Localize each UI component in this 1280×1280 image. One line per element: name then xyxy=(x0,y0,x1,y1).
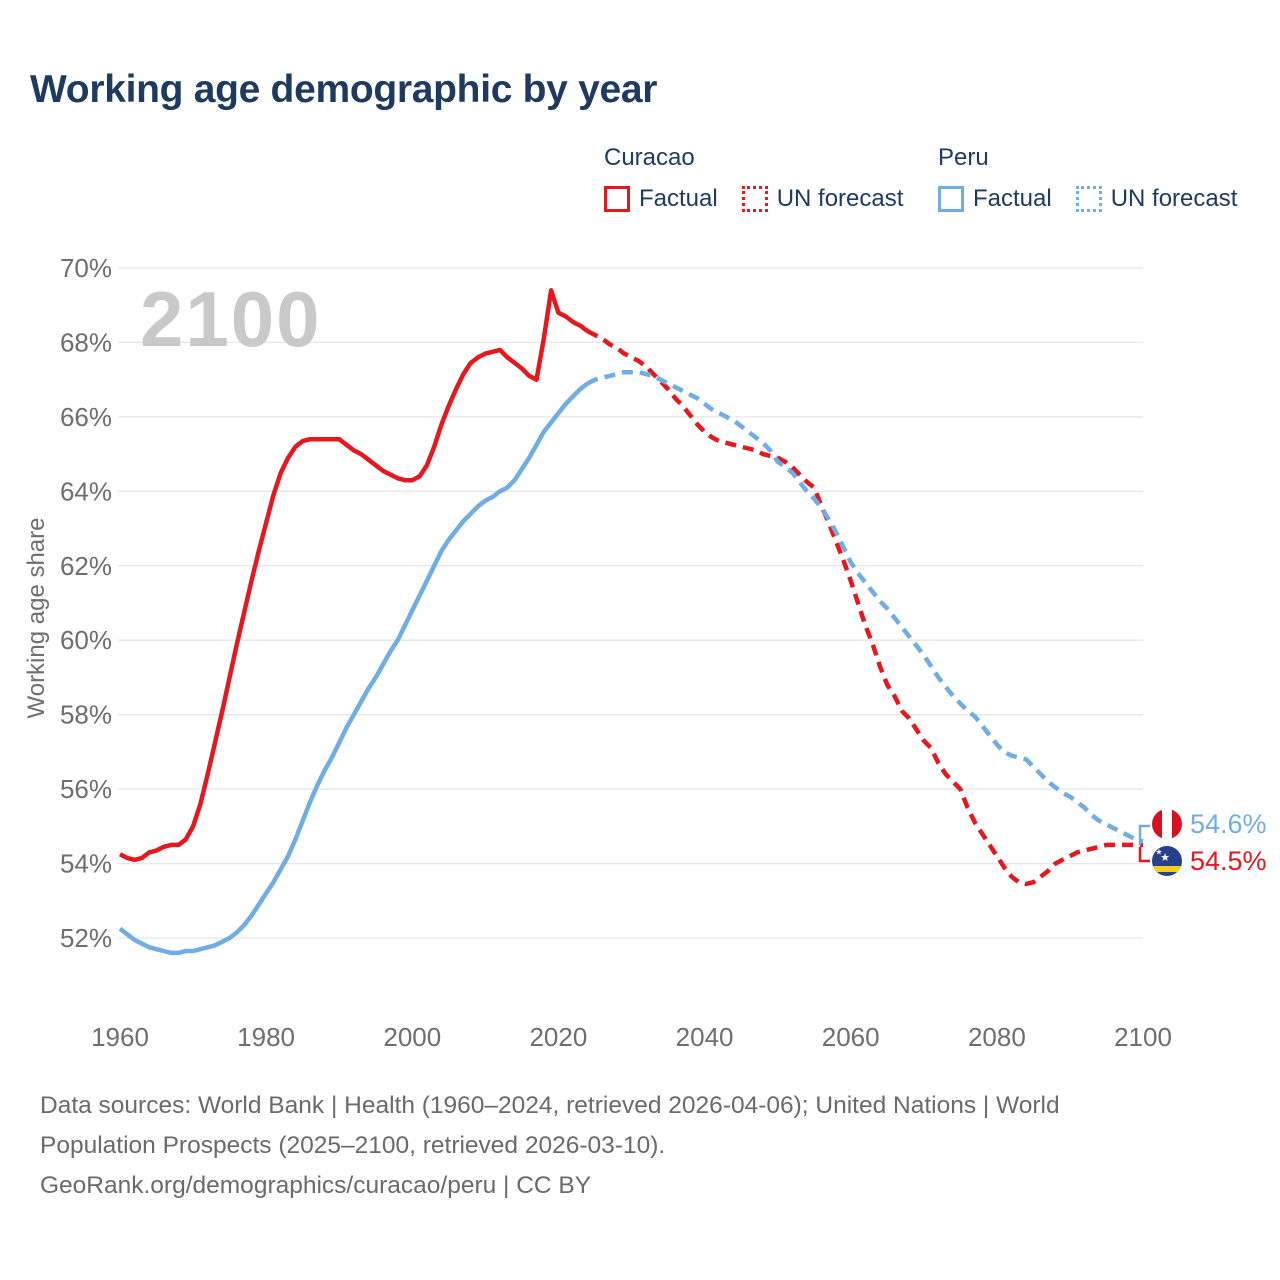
legend-swatch-dotted xyxy=(741,186,768,212)
curacao-flag-icon: ★★ xyxy=(1152,846,1182,876)
legend-item-label: Factual xyxy=(973,185,1052,212)
series-curacao-factual xyxy=(118,288,590,863)
y-tick-label: 54% xyxy=(60,849,112,879)
footer: Data sources: World Bank | Health (1960–… xyxy=(40,1086,1060,1206)
y-tick-label: 70% xyxy=(60,253,112,283)
footer-data-sources-line: Population Prospects (2025–2100, retriev… xyxy=(40,1132,666,1159)
x-tick-label: 1960 xyxy=(91,1022,149,1052)
y-tick-label: 60% xyxy=(60,625,112,655)
y-axis-title: Working age share xyxy=(23,518,50,719)
footer-attribution-line: GeoRank.org/demographics/curacao/peru | … xyxy=(40,1172,592,1199)
y-tick-label: 68% xyxy=(60,327,112,357)
y-tick-label: 62% xyxy=(60,551,112,581)
curacao-label-connector xyxy=(1138,847,1150,863)
legend-item-curacao-factual: Factual xyxy=(604,185,718,213)
y-tick-label: 64% xyxy=(60,476,112,506)
x-tick-label: 2080 xyxy=(968,1022,1026,1052)
legend-group-peru: Peru Factual UN forecast xyxy=(938,144,1261,213)
curacao-end-value: 54.5% xyxy=(1190,846,1267,876)
y-tick-label: 56% xyxy=(60,774,112,804)
series-curacao-forecast xyxy=(586,329,1143,887)
legend-item-peru-un-forecast: UN forecast xyxy=(1075,185,1238,213)
legend-swatch-solid xyxy=(938,186,964,212)
legend-swatch-dotted xyxy=(1075,186,1102,212)
peru-end-value: 54.6% xyxy=(1190,809,1267,839)
legend-group-title: Curacao xyxy=(604,144,695,171)
y-tick-label: 66% xyxy=(60,402,112,432)
legend-group-curacao: Curacao Factual UN forecast xyxy=(604,144,927,213)
series-peru-factual xyxy=(118,381,590,956)
page-title: Working age demographic by year xyxy=(30,68,658,111)
footer-data-sources-line: Data sources: World Bank | Health (1960–… xyxy=(40,1092,1060,1119)
x-tick-label: 2100 xyxy=(1114,1022,1172,1052)
x-tick-label: 2040 xyxy=(676,1022,734,1052)
x-tick-label: 1980 xyxy=(237,1022,295,1052)
x-tick-label: 2000 xyxy=(383,1022,441,1052)
series-peru-forecast xyxy=(586,369,1144,844)
peru-flag-icon xyxy=(1152,809,1182,839)
legend-item-curacao-un-forecast: UN forecast xyxy=(741,185,904,213)
watermark-end-year: 2100 xyxy=(140,275,322,363)
svg-text:★: ★ xyxy=(1160,852,1170,864)
legend-item-label: UN forecast xyxy=(776,185,904,212)
legend-item-label: UN forecast xyxy=(1110,185,1238,212)
legend-swatch-solid xyxy=(604,186,630,212)
x-tick-label: 2020 xyxy=(529,1022,587,1052)
legend-group-title: Peru xyxy=(938,144,989,171)
svg-text:★: ★ xyxy=(1155,848,1162,857)
legend-item-peru-factual: Factual xyxy=(938,185,1052,213)
x-tick-label: 2060 xyxy=(822,1022,880,1052)
peru-label-connector xyxy=(1138,824,1150,845)
y-tick-label: 58% xyxy=(60,700,112,730)
y-tick-label: 52% xyxy=(60,923,112,953)
legend-item-label: Factual xyxy=(639,185,718,212)
